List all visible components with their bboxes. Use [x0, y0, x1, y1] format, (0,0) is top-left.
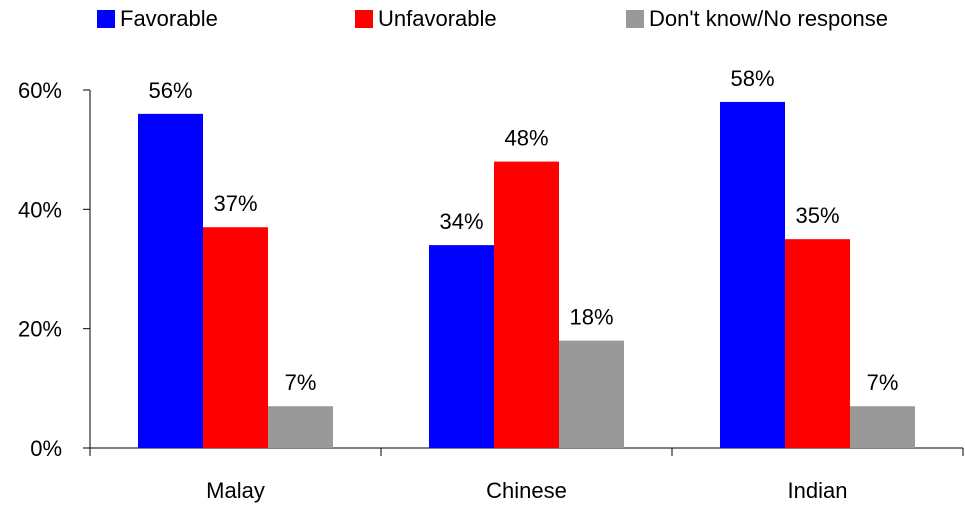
data-label: 48%	[504, 126, 548, 151]
x-tick-label: Malay	[206, 478, 265, 503]
bar	[429, 245, 494, 448]
legend-swatch-favorable	[97, 10, 115, 28]
data-label: 35%	[795, 203, 839, 228]
bar	[720, 101, 785, 448]
legend-swatch-dont-know	[626, 10, 644, 28]
legend-item-favorable: Favorable	[97, 6, 218, 32]
legend-label-dont-know: Don't know/No response	[649, 6, 888, 31]
y-tick-label: 0%	[30, 436, 62, 461]
data-label: 7%	[285, 370, 317, 395]
bar	[785, 239, 850, 448]
legend-item-unfavorable: Unfavorable	[355, 6, 497, 32]
bar	[850, 406, 915, 448]
y-tick-label: 60%	[18, 78, 62, 103]
y-tick-label: 20%	[18, 317, 62, 342]
legend-item-dont-know: Don't know/No response	[626, 6, 888, 32]
data-label: 18%	[569, 305, 613, 330]
data-label: 56%	[148, 78, 192, 103]
data-label: 7%	[867, 370, 899, 395]
legend-swatch-unfavorable	[355, 10, 373, 28]
data-label: 58%	[730, 66, 774, 91]
legend-label-favorable: Favorable	[120, 6, 218, 31]
bar	[268, 406, 333, 448]
bar	[203, 227, 268, 448]
bar	[138, 113, 203, 448]
x-tick-label: Chinese	[486, 478, 567, 503]
legend: Favorable Unfavorable Don't know/No resp…	[0, 6, 965, 36]
x-tick-label: Indian	[788, 478, 848, 503]
bar	[494, 161, 559, 448]
y-tick-label: 40%	[18, 197, 62, 222]
data-label: 37%	[213, 191, 257, 216]
data-label: 34%	[439, 209, 483, 234]
legend-label-unfavorable: Unfavorable	[378, 6, 497, 31]
bar	[559, 340, 624, 448]
